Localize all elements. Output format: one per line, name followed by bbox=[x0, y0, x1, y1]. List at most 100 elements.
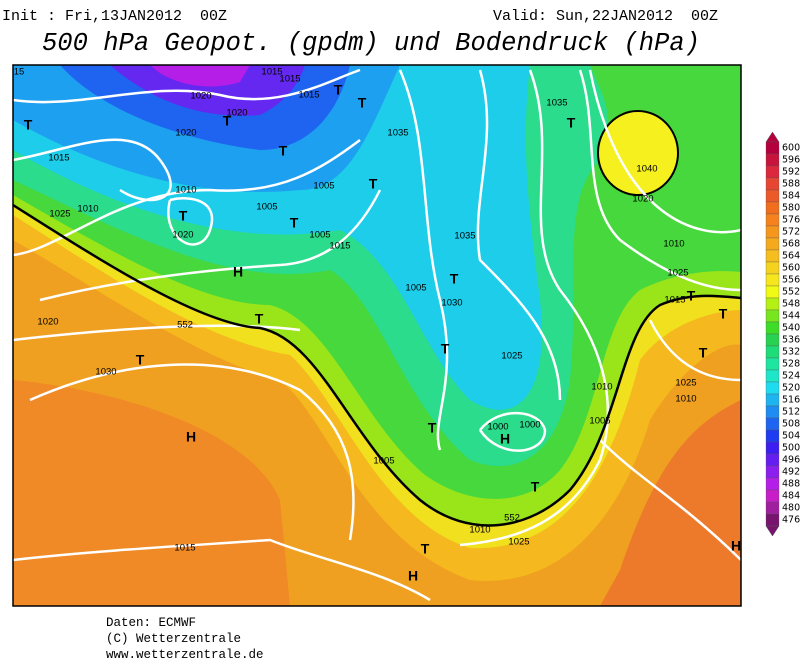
contour-552 bbox=[13, 203, 741, 527]
colorbar-swatch bbox=[765, 333, 780, 347]
colorbar-cap bbox=[765, 525, 780, 537]
colorbar-swatch bbox=[765, 237, 780, 251]
pressure-system: T bbox=[255, 311, 264, 327]
pressure-system: T bbox=[567, 115, 576, 131]
isobar-label: 1035 bbox=[546, 98, 567, 109]
pressure-system: T bbox=[24, 117, 33, 133]
pressure-system: T bbox=[450, 271, 459, 287]
colorbar-label: 500 bbox=[782, 443, 800, 454]
colorbar-label: 488 bbox=[782, 479, 800, 490]
pressure-system: T bbox=[531, 479, 540, 495]
isobar-label: 1020 bbox=[175, 128, 196, 139]
data-source: Daten: ECMWF bbox=[106, 616, 196, 630]
isobar-label: 1025 bbox=[667, 268, 688, 279]
colorbar-swatch bbox=[765, 381, 780, 395]
isobar-label: 1005 bbox=[309, 230, 330, 241]
colorbar-swatch bbox=[765, 273, 780, 287]
pressure-system: T bbox=[428, 420, 437, 436]
colorbar-swatch bbox=[765, 369, 780, 383]
pressure-system: T bbox=[441, 341, 450, 357]
pressure-system: H bbox=[731, 538, 741, 554]
isobar-label: 1010 bbox=[469, 525, 490, 536]
isobar-label: 552 bbox=[504, 513, 520, 524]
colorbar-swatch bbox=[765, 441, 780, 455]
colorbar-swatch bbox=[765, 345, 780, 359]
colorbar-swatch bbox=[765, 405, 780, 419]
pressure-system: T bbox=[699, 345, 708, 361]
isobar-label: 1015 bbox=[279, 74, 300, 85]
colorbar-label: 544 bbox=[782, 311, 800, 322]
isobar-label: 1000 bbox=[519, 420, 540, 431]
isobar-label: 1020 bbox=[37, 317, 58, 328]
copyright: (C) Wetterzentrale bbox=[106, 632, 241, 646]
isobar-label: 1025 bbox=[675, 378, 696, 389]
valid-time: Valid: Sun,22JAN2012 00Z bbox=[493, 8, 718, 25]
isobar-label: 1005 bbox=[373, 456, 394, 467]
colorbar-label: 600 bbox=[782, 143, 800, 154]
colorbar-swatch bbox=[765, 165, 780, 179]
website: www.wetterzentrale.de bbox=[106, 648, 264, 662]
colorbar-label: 584 bbox=[782, 191, 800, 202]
isobar-label: 1015 bbox=[329, 241, 350, 252]
pressure-system: T bbox=[334, 82, 343, 98]
colorbar-swatch bbox=[765, 177, 780, 191]
colorbar-label: 492 bbox=[782, 467, 800, 478]
colorbar-label: 476 bbox=[782, 515, 800, 526]
colorbar-swatch bbox=[765, 465, 780, 479]
colorbar-label: 572 bbox=[782, 227, 800, 238]
colorbar-swatch bbox=[765, 153, 780, 167]
isobar-label: 1005 bbox=[313, 181, 334, 192]
colorbar-swatch bbox=[765, 393, 780, 407]
colorbar-swatch bbox=[765, 321, 780, 335]
colorbar-label: 548 bbox=[782, 299, 800, 310]
pressure-system: T bbox=[358, 95, 367, 111]
colorbar-swatch bbox=[765, 285, 780, 299]
colorbar-swatch bbox=[765, 357, 780, 371]
colorbar-swatch bbox=[765, 417, 780, 431]
colorbar: 6005965925885845805765725685645605565525… bbox=[765, 131, 800, 537]
isobar-label: 1010 bbox=[675, 394, 696, 405]
colorbar-label: 504 bbox=[782, 431, 800, 442]
map-title: 500 hPa Geopot. (gpdm) und Bodendruck (h… bbox=[42, 29, 700, 58]
colorbar-label: 536 bbox=[782, 335, 800, 346]
colorbar-swatch bbox=[765, 477, 780, 491]
pressure-system: T bbox=[421, 541, 430, 557]
colorbar-label: 564 bbox=[782, 251, 800, 262]
colorbar-swatch bbox=[765, 453, 780, 467]
isobar-label: 1025 bbox=[501, 351, 522, 362]
pressure-system: T bbox=[279, 143, 288, 159]
colorbar-label: 576 bbox=[782, 215, 800, 226]
colorbar-label: 540 bbox=[782, 323, 800, 334]
isobar-label: 1010 bbox=[591, 382, 612, 393]
colorbar-label: 520 bbox=[782, 383, 800, 394]
isobar-label: 1015 bbox=[664, 295, 685, 306]
isobar-label: 1030 bbox=[95, 367, 116, 378]
isobar-label: 1035 bbox=[387, 128, 408, 139]
colorbar-swatch bbox=[765, 501, 780, 515]
pressure-system: T bbox=[719, 306, 728, 322]
colorbar-label: 480 bbox=[782, 503, 800, 514]
pressure-system: H bbox=[408, 568, 418, 584]
colorbar-swatch bbox=[765, 189, 780, 203]
colorbar-swatch bbox=[765, 489, 780, 503]
colorbar-label: 484 bbox=[782, 491, 800, 502]
colorbar-label: 596 bbox=[782, 155, 800, 166]
pressure-system: H bbox=[233, 264, 243, 280]
isobar-label: 1015 bbox=[261, 67, 282, 78]
colorbar-label: 588 bbox=[782, 179, 800, 190]
colorbar-label: 568 bbox=[782, 239, 800, 250]
colorbar-swatch bbox=[765, 213, 780, 227]
colorbar-swatch bbox=[765, 309, 780, 323]
colorbar-swatch bbox=[765, 249, 780, 263]
pressure-system: T bbox=[369, 176, 378, 192]
isobar-label: 1010 bbox=[77, 204, 98, 215]
colorbar-swatch bbox=[765, 429, 780, 443]
init-time: Init : Fri,13JAN2012 00Z bbox=[2, 8, 227, 25]
colorbar-swatch bbox=[765, 201, 780, 215]
colorbar-label: 516 bbox=[782, 395, 800, 406]
isobar-label: 1000 bbox=[487, 422, 508, 433]
colorbar-label: 552 bbox=[782, 287, 800, 298]
colorbar-label: 528 bbox=[782, 359, 800, 370]
